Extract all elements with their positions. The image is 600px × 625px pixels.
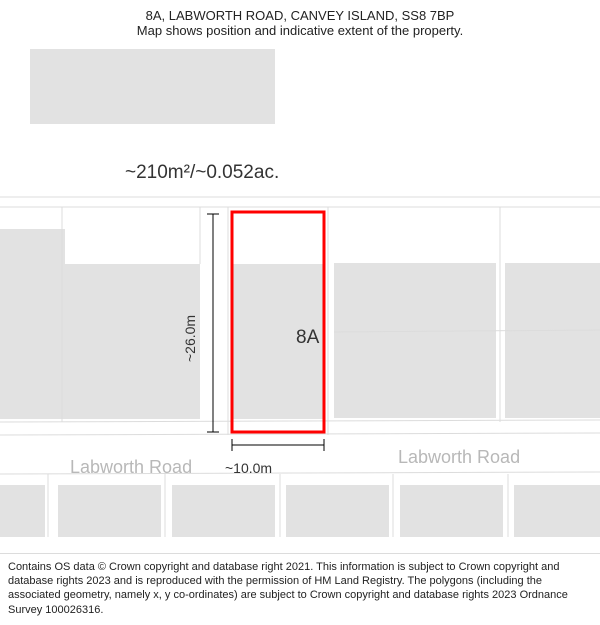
map-structure [0,485,45,537]
header: 8A, LABWORTH ROAD, CANVEY ISLAND, SS8 7B… [0,0,600,42]
map-structure [65,264,200,419]
road-label-2: Labworth Road [398,447,520,468]
map-structure [286,485,389,537]
map-structure [334,263,496,418]
footer-copyright: Contains OS data © Crown copyright and d… [0,553,600,625]
page-title: 8A, LABWORTH ROAD, CANVEY ISLAND, SS8 7B… [10,8,590,23]
map-canvas: ~210m²/~0.052ac. 8A Labworth Road Labwor… [0,42,600,537]
map-structure [30,49,275,124]
page-subtitle: Map shows position and indicative extent… [10,23,590,38]
road-label-1: Labworth Road [70,457,192,478]
map-structure [172,485,275,537]
map-structure [514,485,600,537]
dim-height-label: ~26.0m [182,315,198,362]
map-structure [505,263,600,418]
map-structure [400,485,503,537]
property-label: 8A [296,327,319,349]
area-label: ~210m²/~0.052ac. [125,162,279,184]
dim-width-label: ~10.0m [225,460,272,476]
map-structure [58,485,161,537]
map-structure [0,229,65,419]
